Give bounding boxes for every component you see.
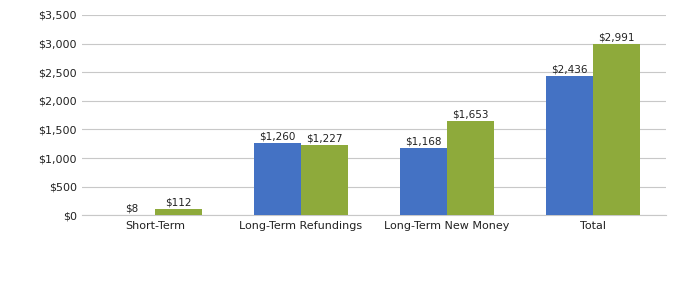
Bar <box>254 143 301 215</box>
Text: $1,227: $1,227 <box>306 134 343 144</box>
Bar <box>401 148 447 215</box>
Bar <box>155 209 202 215</box>
Text: $2,991: $2,991 <box>598 33 634 43</box>
Text: $8: $8 <box>125 203 138 213</box>
Bar <box>447 121 494 215</box>
Text: $1,260: $1,260 <box>259 132 296 142</box>
Text: $2,436: $2,436 <box>551 64 588 74</box>
Bar <box>593 44 640 215</box>
Legend: 2015, 2014: 2015, 2014 <box>320 297 428 299</box>
Text: $1,168: $1,168 <box>405 137 442 147</box>
Bar <box>301 145 347 215</box>
Text: $112: $112 <box>165 197 192 208</box>
Bar <box>546 76 593 215</box>
Text: $1,653: $1,653 <box>452 109 489 119</box>
